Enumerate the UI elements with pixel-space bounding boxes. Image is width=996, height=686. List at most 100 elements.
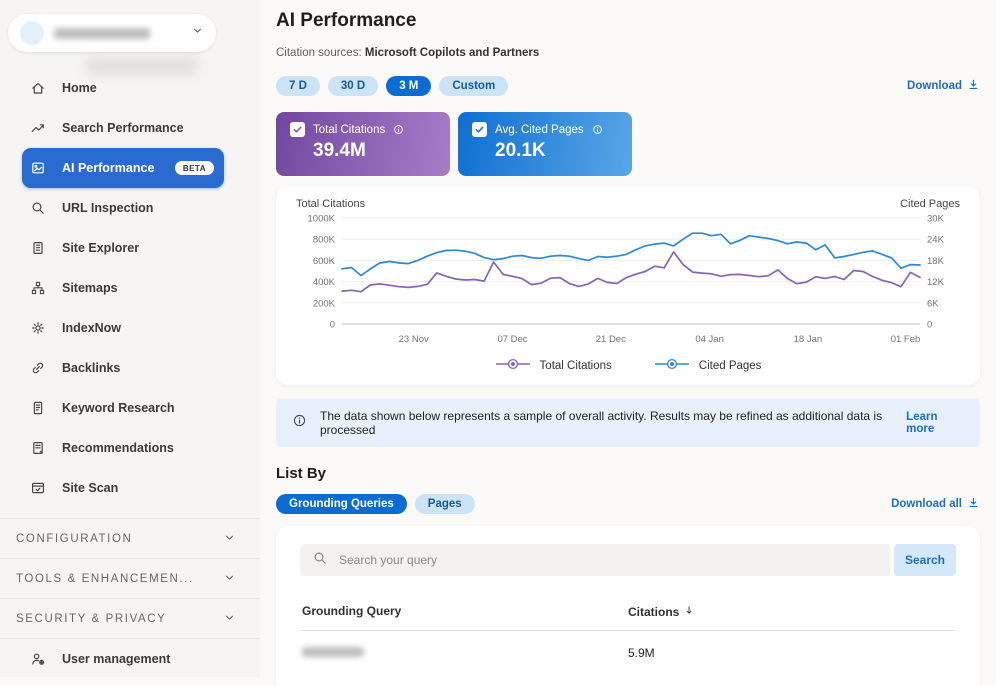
sidebar-item-site-scan[interactable]: Site Scan <box>0 468 260 508</box>
sidebar-item-label: Search Performance <box>62 121 184 135</box>
sidebar-item-label: Site Explorer <box>62 241 140 255</box>
svg-text:12K: 12K <box>927 277 945 288</box>
query-blurred <box>302 647 364 658</box>
download-button[interactable]: Download <box>907 78 980 94</box>
svg-text:0: 0 <box>927 320 932 331</box>
column-citations-sort[interactable]: Citations <box>628 604 954 619</box>
citation-sources: Citation sources: Microsoft Copilots and… <box>276 47 980 59</box>
sidebar-item-label: Recommendations <box>62 441 174 455</box>
site-explorer-icon <box>30 240 46 256</box>
svg-text:01 Feb: 01 Feb <box>891 334 921 345</box>
sidebar-item-keyword-research[interactable]: Keyword Research <box>0 388 260 428</box>
link-icon <box>30 360 46 376</box>
list-by-title: List By <box>276 465 327 482</box>
svg-text:6K: 6K <box>927 298 939 309</box>
sidebar-section-security-privacy[interactable]: SECURITY & PRIVACY <box>0 598 260 638</box>
info-icon <box>292 413 307 433</box>
right-axis-title: Cited Pages <box>900 198 960 210</box>
search-button[interactable]: Search <box>894 544 956 577</box>
svg-text:18 Jan: 18 Jan <box>794 334 823 345</box>
svg-text:21 Dec: 21 Dec <box>596 334 626 345</box>
download-all-label: Download all <box>891 498 962 511</box>
range-pill-3-m[interactable]: 3 M <box>386 76 432 96</box>
page-title: AI Performance <box>276 10 417 31</box>
sidebar-item-url-inspection[interactable]: URL Inspection <box>0 188 260 228</box>
main-content: AI Performance Citation sources: Microso… <box>276 0 980 686</box>
search-field[interactable] <box>300 544 890 577</box>
site-scan-icon <box>30 480 46 496</box>
sidebar-sections: CONFIGURATION TOOLS & ENHANCEMEN... SECURI… <box>0 518 260 638</box>
sidebar-item-search-performance[interactable]: Search Performance <box>0 108 260 148</box>
sidebar-item-ai-performance[interactable]: AI Performance BETA <box>22 148 224 188</box>
sidebar-item-indexnow[interactable]: IndexNow <box>0 308 260 348</box>
sidebar-section-tools-enhancemen[interactable]: TOOLS & ENHANCEMEN... <box>0 558 260 598</box>
sidebar-item-label: Sitemaps <box>62 281 118 295</box>
sidebar-item-user-management[interactable]: User management <box>0 638 260 678</box>
table-body: 5.9M <box>300 631 956 675</box>
download-icon <box>967 78 980 94</box>
sidebar-section-configuration[interactable]: CONFIGURATION <box>0 518 260 558</box>
gear-icon <box>30 320 46 336</box>
sidebar-item-backlinks[interactable]: Backlinks <box>0 348 260 388</box>
legend-marker-icon <box>495 358 531 373</box>
chart-card: Total Citations Cited Pages 1000K 30K 800K… <box>276 186 980 385</box>
list-by-tabs: Grounding Queries Pages <box>276 494 475 515</box>
chevron-down-icon <box>191 24 204 42</box>
sidebar-item-label: AI Performance <box>62 161 155 175</box>
svg-text:1000K: 1000K <box>308 214 336 225</box>
sidebar-item-label: Home <box>62 81 97 95</box>
sidebar-item-label: User management <box>62 651 171 666</box>
citation-sources-label: Citation sources: <box>276 47 362 59</box>
range-pill-custom[interactable]: Custom <box>439 76 509 96</box>
svg-text:400K: 400K <box>313 277 336 288</box>
learn-more-link[interactable]: Learn more <box>906 411 938 435</box>
range-pill-30-d[interactable]: 30 D <box>327 76 379 96</box>
svg-text:24K: 24K <box>927 235 945 246</box>
citation-sources-value: Microsoft Copilots and Partners <box>364 47 540 59</box>
metric-card-total-citations[interactable]: Total Citations 39.4M <box>276 112 450 176</box>
metric-checkbox[interactable] <box>472 122 487 137</box>
svg-text:0: 0 <box>330 320 335 331</box>
sidebar-item-recommendations[interactable]: Recommendations <box>0 428 260 468</box>
queries-table-card: Search Grounding Query Citations 5.9M <box>276 526 980 686</box>
row-citations: 5.9M <box>628 646 655 661</box>
column-citations-label: Citations <box>628 604 680 619</box>
search-input[interactable] <box>337 552 878 569</box>
home-icon <box>30 80 46 96</box>
sitemap-icon <box>30 280 46 296</box>
date-range-row: 7 D 30 D 3 M Custom Download <box>276 76 980 96</box>
sidebar-item-label: Backlinks <box>62 361 121 375</box>
sidebar-item-home[interactable]: Home <box>0 68 260 108</box>
svg-text:200K: 200K <box>313 298 336 309</box>
sidebar: Home Search Performance AI Performance BETA… <box>0 0 260 677</box>
sidebar-section-label: SECURITY & PRIVACY <box>16 612 167 625</box>
legend-label: Cited Pages <box>698 359 762 372</box>
list-by-tabs-row: Grounding Queries Pages Download all <box>276 494 980 515</box>
legend-marker-icon <box>654 358 690 373</box>
site-selector[interactable] <box>8 14 216 52</box>
beta-badge: BETA <box>174 161 214 175</box>
tab-pages[interactable]: Pages <box>414 494 475 515</box>
recommendations-icon <box>30 440 46 456</box>
column-grounding-query: Grounding Query <box>302 604 402 619</box>
tab-grounding-queries[interactable]: Grounding Queries <box>276 494 407 515</box>
metric-label: Total Citations <box>313 123 386 136</box>
svg-text:30K: 30K <box>927 214 945 225</box>
svg-text:800K: 800K <box>313 235 336 246</box>
svg-text:23 Nov: 23 Nov <box>399 334 429 345</box>
citations-chart: 1000K 30K 800K 24K 600K 18K 400K 12K 200K 6K 0 0 23 … <box>296 210 960 350</box>
download-all-button[interactable]: Download all <box>891 496 980 512</box>
range-pill-7-d[interactable]: 7 D <box>276 76 320 96</box>
sidebar-item-site-explorer[interactable]: Site Explorer <box>0 228 260 268</box>
metric-cards: Total Citations 39.4M Avg. Cited Pages 20.1… <box>276 112 980 176</box>
metric-card-avg-cited-pages[interactable]: Avg. Cited Pages 20.1K <box>458 112 632 176</box>
chart-axis-titles: Total Citations Cited Pages <box>296 198 960 210</box>
chevron-down-icon <box>223 611 236 627</box>
table-row[interactable]: 5.9M <box>300 631 956 675</box>
svg-text:600K: 600K <box>313 256 336 267</box>
sidebar-item-label: Keyword Research <box>62 401 175 415</box>
metric-checkbox[interactable] <box>290 122 305 137</box>
range-pills: 7 D 30 D 3 M Custom <box>276 76 509 96</box>
sidebar-item-sitemaps[interactable]: Sitemaps <box>0 268 260 308</box>
